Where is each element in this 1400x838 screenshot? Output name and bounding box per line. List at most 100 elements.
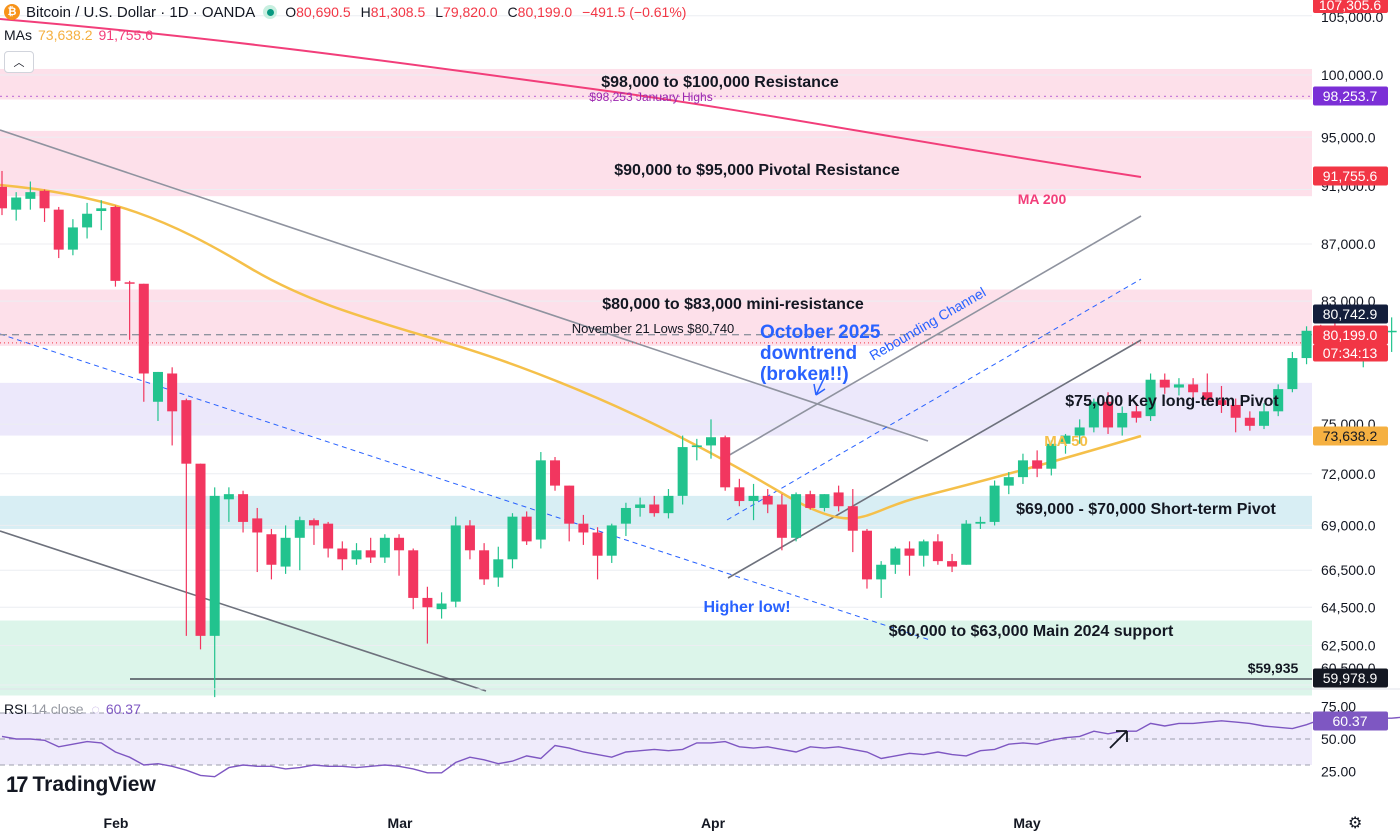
candle-body [635,504,646,508]
rsi-legend[interactable]: RSI 14 close ◌ 60.37 [4,701,141,717]
candle-body [479,550,490,580]
candle [394,534,405,576]
candle-body [550,460,561,486]
candle-body [96,208,107,212]
candle-body [252,518,263,533]
candle-body [39,190,50,209]
price-tick-label: 87,000.0 [1321,236,1376,252]
candle-body [1202,392,1213,401]
candle [1188,378,1199,401]
candle-body [507,516,518,560]
ma50-line [0,183,1142,520]
candle [252,507,263,573]
ma50-value: 73,638.2 [38,27,93,43]
candle-body [0,186,7,209]
time-tick-label: May [1013,815,1040,831]
settings-gear-icon[interactable]: ⚙ [1348,815,1363,832]
candle-body [138,283,149,374]
candle-body [280,537,291,567]
candle [450,516,461,608]
rsi-value: 60.37 [105,701,141,717]
candle [365,537,376,563]
candle [1244,411,1255,431]
candle [918,539,929,567]
ma200-label: MA 200 [1018,191,1067,207]
candle [195,463,206,650]
candle-body [1131,411,1142,418]
candle [691,438,702,461]
rsi-tag: 60.37 [1332,713,1367,729]
candle-body [394,537,405,551]
candle [152,371,163,421]
candle-body [748,495,759,502]
candle [11,192,22,221]
price-tick-label: 64,500.0 [1321,599,1376,615]
candle-body [365,550,376,558]
candle-body [535,460,546,540]
collapse-legend-button[interactable]: ︿ [4,51,34,73]
ma200-line [0,18,1142,178]
candle [635,497,646,517]
candle [0,170,7,216]
candle-body [1216,400,1227,405]
candle [53,206,64,259]
candle-body [734,487,745,502]
price-tag-low: 59,978.9 [1323,670,1378,686]
candle-body [876,564,887,580]
candle [819,494,830,512]
candle [1046,440,1057,476]
candle [876,561,887,598]
tradingview-logo[interactable]: 17 TradingView [6,772,156,798]
rsi-label: RSI [4,701,28,717]
price-tag-ma200: 91,755.6 [1323,168,1378,184]
downtrend-broken-label: (broken!!) [760,364,849,385]
downtrend-line-lower [0,530,487,692]
candle [422,586,433,644]
candle [82,202,93,239]
price-tag-low-bg [1313,668,1388,688]
market-status-icon [263,5,278,19]
candle-body [720,437,731,488]
candle [351,543,362,565]
candle-body [975,521,986,524]
rsi-up-arrow-icon [1109,730,1128,749]
candle [1117,406,1128,436]
candle [337,541,348,571]
price-tick-label: 95,000.0 [1321,129,1376,145]
ohlc-close: C80,199.0 [507,4,573,20]
candle [592,527,603,580]
zone-label-80000-mini-resistance: $80,000 to $83,000 mini-resistance [602,296,864,313]
higher-low-label: Higher low! [703,599,790,616]
candle [1145,373,1156,421]
channel-upper-line [725,215,1142,458]
candle-body [1301,330,1312,359]
candle [606,523,617,563]
time-tick-label: Apr [701,815,726,831]
candle [1301,326,1312,365]
ohlc-high: H81,308.5 [360,4,426,20]
time-axis: Feb Mar Apr May [104,815,1041,831]
candle-body [649,504,660,514]
candle [408,548,419,610]
low-value-label: $59,935 [1248,660,1299,676]
symbol-title[interactable]: Bitcoin / U.S. Dollar · 1D · OANDA [26,3,256,21]
candle-body [1145,379,1156,417]
zone-band [0,130,1312,197]
candle-body [932,541,943,562]
candle-body [904,548,915,556]
candle [1103,392,1114,434]
candle [1216,385,1227,413]
candle-body [1046,443,1057,469]
candle-body [620,507,631,524]
candle [776,494,787,551]
moving-averages-legend[interactable]: MAs 73,638.2 91,755.6 [4,27,153,43]
candle [110,205,121,287]
rsi-pane [0,688,1400,778]
candle-body [918,541,929,556]
candle-body [1259,411,1270,426]
candle-body [890,548,901,565]
channel-lower-line [727,339,1142,579]
candle [238,490,249,533]
zone-band [0,289,1312,346]
